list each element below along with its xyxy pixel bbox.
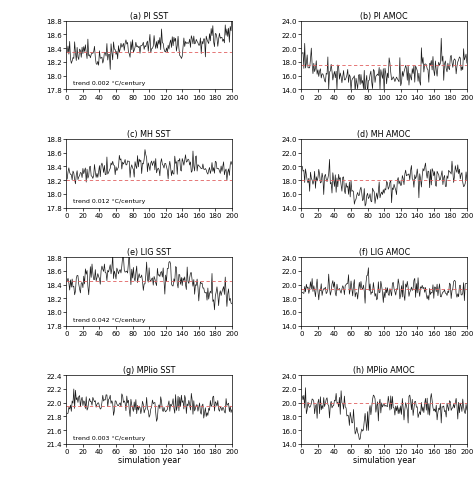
Title: (b) PI AMOC: (b) PI AMOC: [360, 12, 408, 21]
Title: (a) PI SST: (a) PI SST: [130, 12, 168, 21]
X-axis label: simulation year: simulation year: [353, 456, 415, 465]
Text: trend 0.012 °C/century: trend 0.012 °C/century: [73, 199, 146, 204]
X-axis label: simulation year: simulation year: [118, 456, 181, 465]
Text: trend 0.042 °C/century: trend 0.042 °C/century: [73, 317, 146, 322]
Title: (d) MH AMOC: (d) MH AMOC: [357, 130, 411, 139]
Text: trend 0.003 °C/century: trend 0.003 °C/century: [73, 435, 146, 440]
Title: (h) MPlio AMOC: (h) MPlio AMOC: [353, 366, 415, 375]
Title: (f) LIG AMOC: (f) LIG AMOC: [358, 248, 410, 257]
Title: (c) MH SST: (c) MH SST: [128, 130, 171, 139]
Text: trend 0.002 °C/century: trend 0.002 °C/century: [73, 81, 146, 86]
Title: (e) LIG SST: (e) LIG SST: [127, 248, 171, 257]
Title: (g) MPlio SST: (g) MPlio SST: [123, 366, 175, 375]
